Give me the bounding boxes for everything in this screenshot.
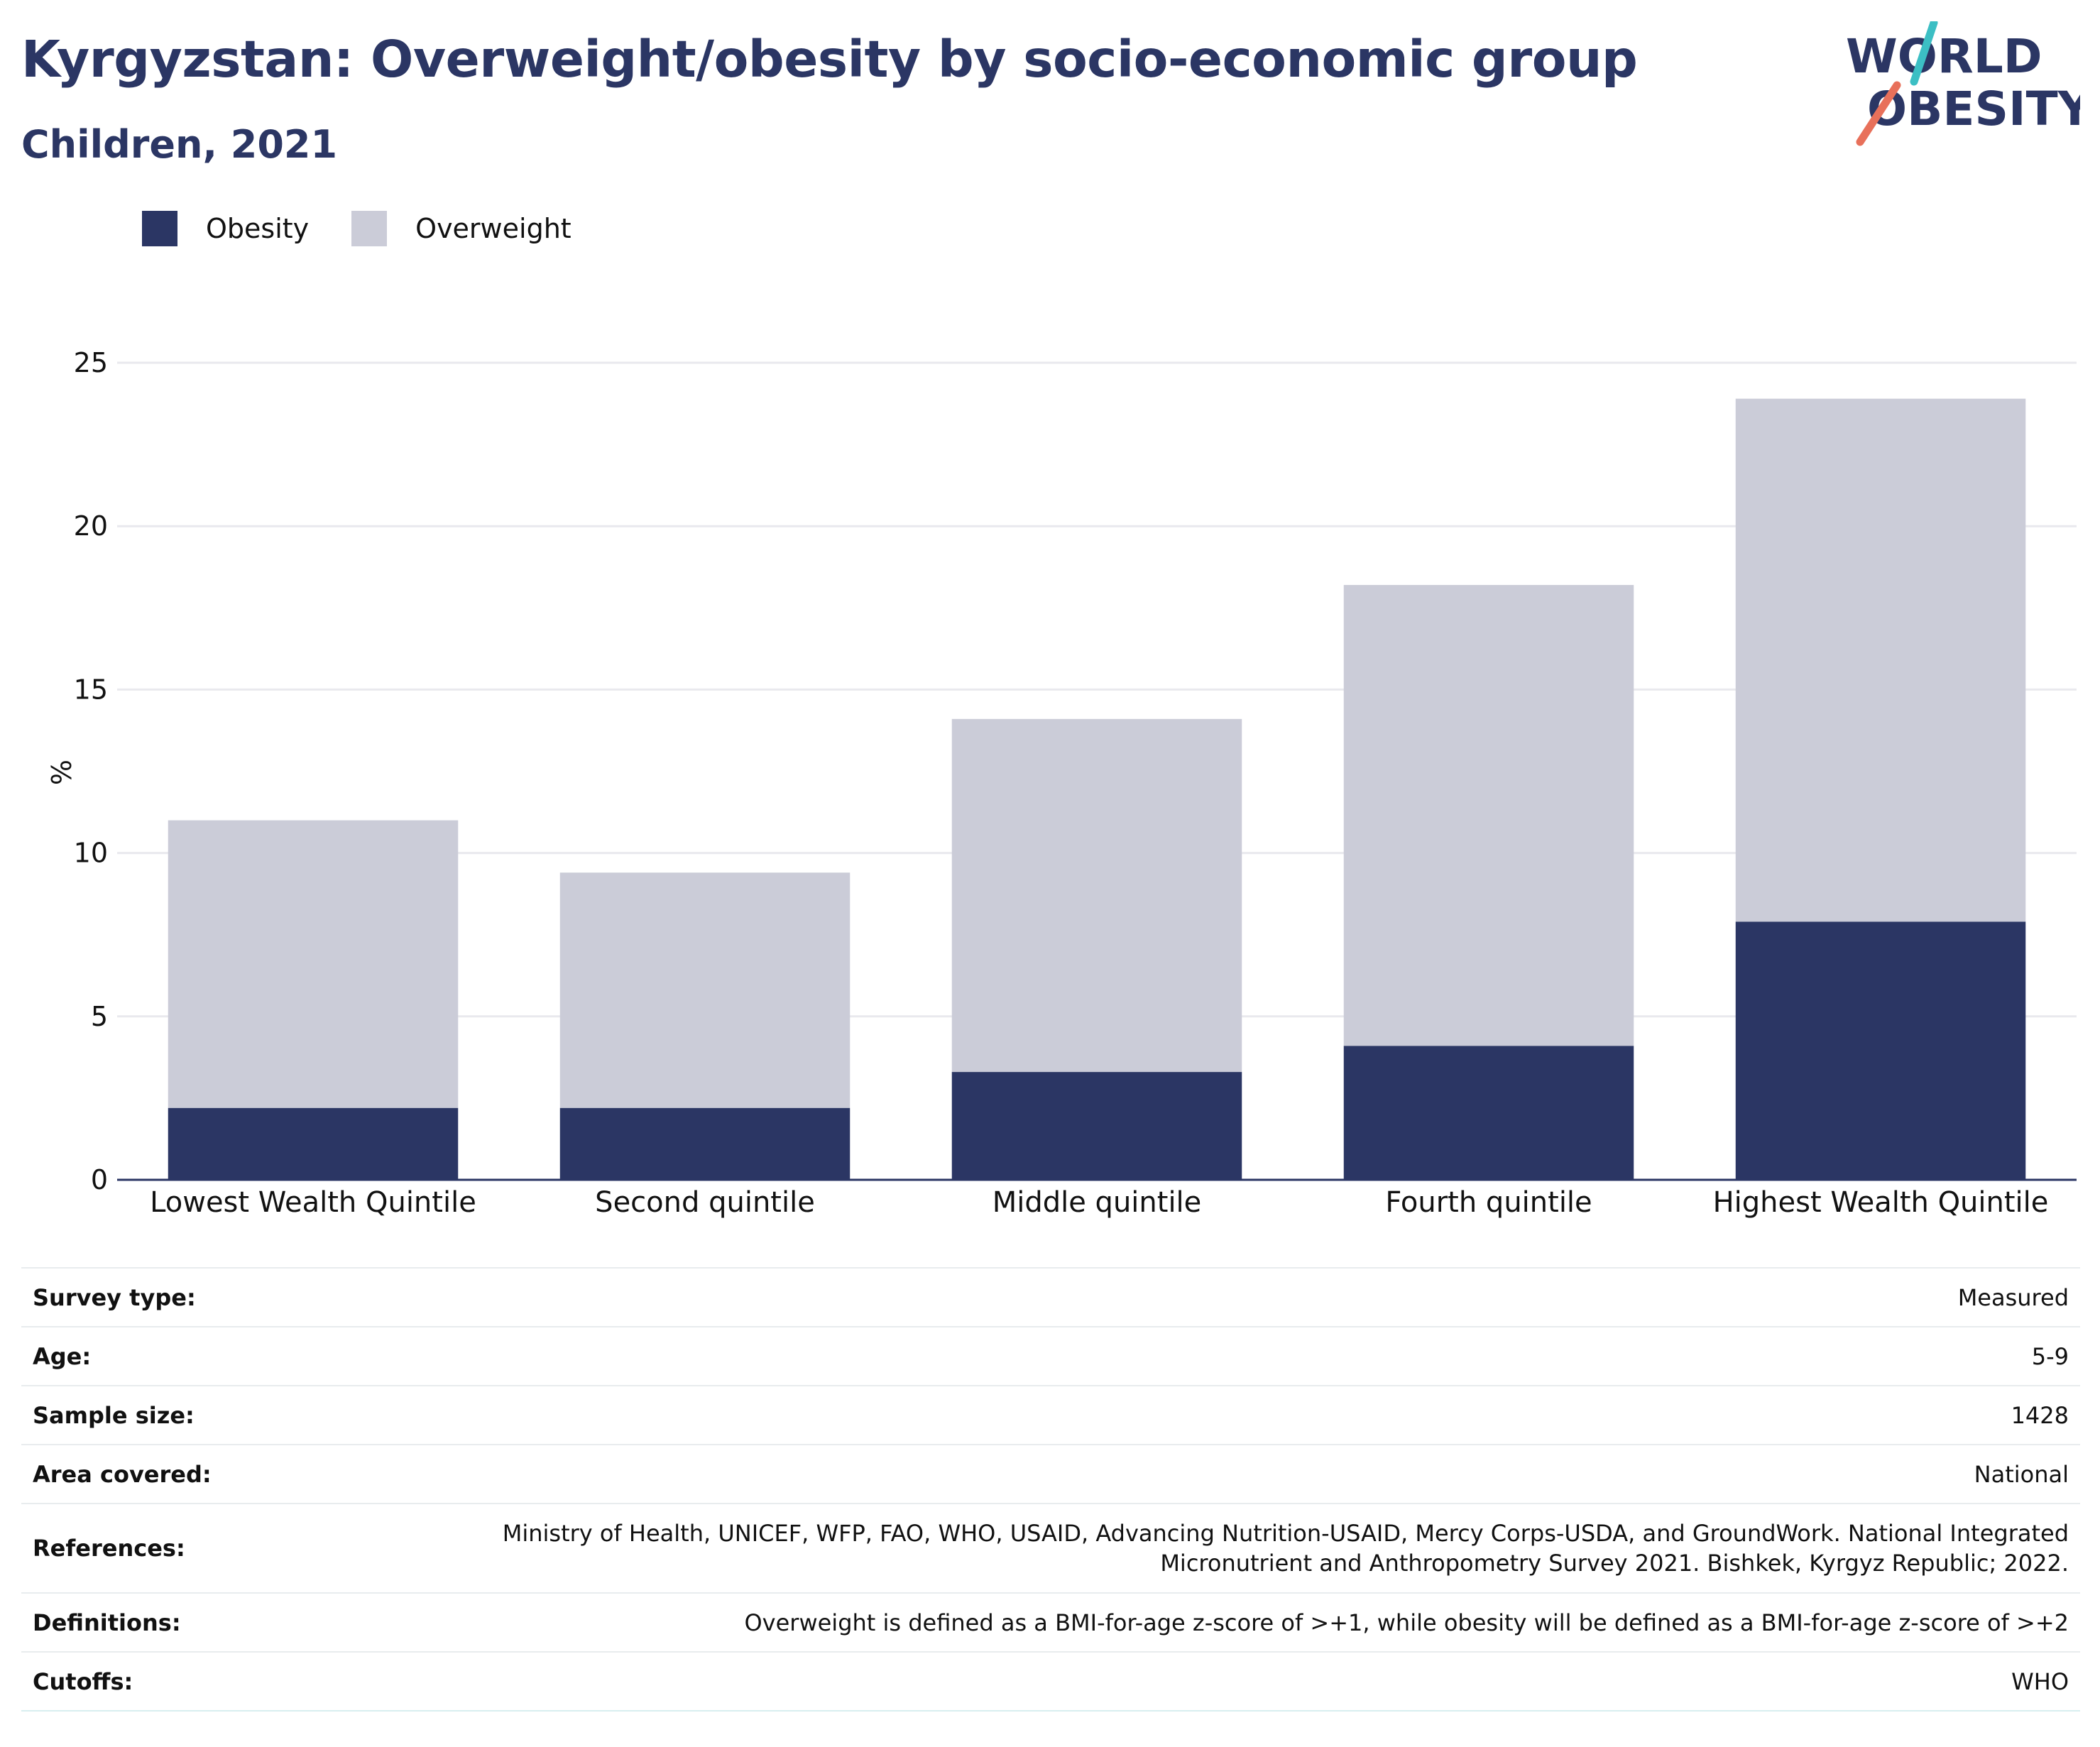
x-category-label: Fourth quintile <box>1385 1186 1592 1219</box>
bar-obesity-4 <box>1343 1046 1634 1180</box>
legend-label-overweight: Overweight <box>415 213 572 244</box>
legend-swatch-obesity <box>142 211 177 246</box>
legend-swatch-overweight <box>351 211 388 246</box>
y-tick-label: 5 <box>91 1001 108 1032</box>
legend-label-obesity: Obesity <box>206 213 310 244</box>
bar-chart: 0 5 10 15 20 25 Lowest Wealth Quintile Second q… <box>45 347 2077 1219</box>
axes: 0 5 10 15 20 25 Lowest Wealth Quintile Second q… <box>74 347 2077 1219</box>
meta-row-age: Age: 5-9 <box>21 1327 2080 1386</box>
bar-overweight-5 <box>1735 398 2026 922</box>
bar-overweight-1 <box>168 820 459 1108</box>
x-category-label: Second quintile <box>595 1186 815 1219</box>
y-axis-label: % <box>45 760 76 785</box>
y-tick-label: 20 <box>74 510 108 542</box>
bar-overweight-4 <box>1343 585 1634 1046</box>
meta-value: WHO <box>2011 1667 2069 1695</box>
logo-slash-coral <box>1856 81 1901 146</box>
chart-legend: Obesity Overweight <box>142 210 614 247</box>
y-tick-label: 15 <box>74 674 108 705</box>
meta-row-cutoffs: Cutoffs: WHO <box>21 1653 2080 1712</box>
meta-value: 5-9 <box>2031 1342 2069 1370</box>
meta-label: Cutoffs: <box>33 1667 133 1695</box>
meta-label: Age: <box>33 1342 92 1370</box>
y-tick-label: 25 <box>74 347 108 378</box>
x-category-label: Lowest Wealth Quintile <box>150 1186 476 1219</box>
bar-overweight-3 <box>951 718 1242 1073</box>
meta-row-references: References: Ministry of Health, UNICEF, … <box>21 1504 2080 1594</box>
bar-obesity-2 <box>559 1107 851 1180</box>
meta-label: Survey type: <box>33 1283 196 1311</box>
meta-row-definitions: Definitions: Overweight is defined as a … <box>21 1594 2080 1653</box>
bar-overweight-2 <box>559 872 851 1108</box>
meta-value: Ministry of Health, UNICEF, WFP, FAO, WH… <box>502 1520 2069 1577</box>
bars <box>168 398 2026 1180</box>
meta-label: Sample size: <box>33 1401 195 1429</box>
y-tick-label: 10 <box>74 838 108 869</box>
meta-row-sample-size: Sample size: 1428 <box>21 1386 2080 1445</box>
x-category-label: Middle quintile <box>992 1186 1202 1219</box>
world-obesity-logo: WORLD OBESITY <box>1846 21 2080 146</box>
logo-line-world: WORLD <box>1846 29 2042 84</box>
x-category-label: Highest Wealth Quintile <box>1713 1186 2049 1219</box>
meta-label: References: <box>33 1535 185 1562</box>
meta-row-survey-type: Survey type: Measured <box>21 1269 2080 1327</box>
legend-item-obesity: Obesity <box>142 211 309 246</box>
logo-line-obesity: OBESITY <box>1867 82 2080 136</box>
meta-row-area-covered: Area covered: National <box>21 1445 2080 1504</box>
bar-obesity-5 <box>1735 921 2026 1180</box>
y-tick-label: 0 <box>91 1164 108 1195</box>
meta-value: Overweight is defined as a BMI-for-age z… <box>744 1609 2069 1636</box>
logo-slash-teal <box>1910 21 1938 86</box>
page-title: Kyrgyzstan: Overweight/obesity by socio-… <box>21 30 1638 89</box>
meta-value: 1428 <box>2011 1401 2069 1429</box>
legend-item-overweight: Overweight <box>351 211 572 246</box>
survey-metadata-table: Survey type: Measured Age: 5-9 Sample si… <box>21 1267 2080 1712</box>
bar-obesity-3 <box>951 1072 1242 1180</box>
meta-label: Definitions: <box>33 1609 181 1636</box>
meta-label: Area covered: <box>33 1460 212 1488</box>
bar-obesity-1 <box>168 1107 459 1180</box>
meta-value: Measured <box>1957 1283 2069 1311</box>
meta-value: National <box>1974 1460 2069 1488</box>
page-subtitle: Children, 2021 <box>21 122 338 167</box>
